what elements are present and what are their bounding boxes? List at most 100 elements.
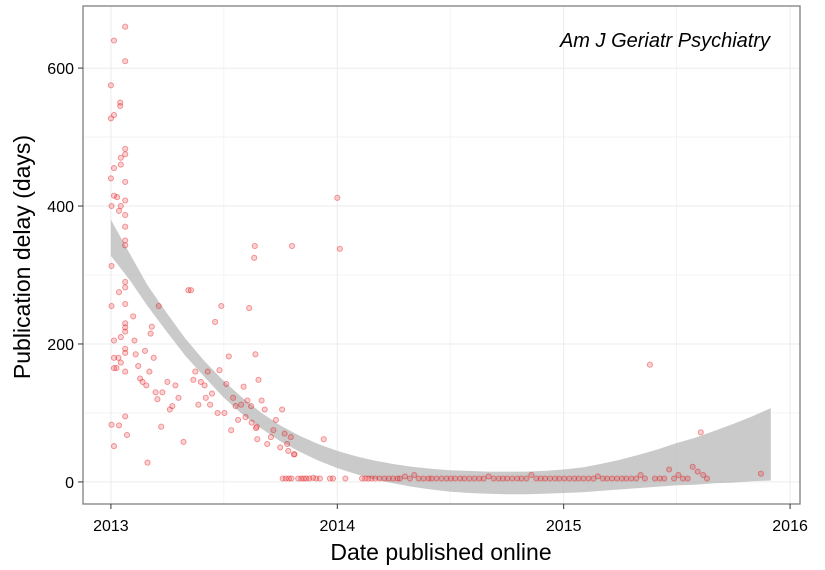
data-point xyxy=(362,475,369,482)
y-tick-labels: 0 200 400 600 xyxy=(47,61,74,492)
data-point xyxy=(313,475,320,482)
data-point xyxy=(117,161,124,168)
data-point xyxy=(166,406,173,413)
data-point xyxy=(122,197,129,204)
data-point xyxy=(110,165,118,172)
data-point xyxy=(571,475,578,482)
data-point xyxy=(143,382,150,389)
data-point xyxy=(147,330,154,337)
data-point xyxy=(381,475,388,482)
data-point xyxy=(385,475,392,482)
data-point xyxy=(637,471,644,479)
data-point xyxy=(267,434,274,441)
data-point xyxy=(225,353,232,360)
data-point xyxy=(110,443,118,450)
data-point xyxy=(258,397,265,404)
data-point xyxy=(244,397,251,404)
data-point xyxy=(438,475,445,482)
x-tick-labels: 2013 2014 2015 2016 xyxy=(93,518,808,535)
data-point xyxy=(131,337,138,344)
data-point xyxy=(117,154,124,161)
data-point xyxy=(108,202,115,210)
trend-band xyxy=(110,219,771,495)
data-point xyxy=(285,475,292,482)
data-point xyxy=(303,475,310,482)
data-point xyxy=(287,434,294,441)
x-tick-label: 2014 xyxy=(320,518,356,535)
data-point xyxy=(108,302,115,310)
data-point xyxy=(248,419,255,426)
data-point xyxy=(154,396,161,403)
data-point xyxy=(252,425,260,432)
data-point xyxy=(306,475,313,482)
data-point xyxy=(295,475,302,482)
data-point xyxy=(242,414,249,421)
data-point xyxy=(666,466,673,473)
data-point xyxy=(288,242,296,250)
data-point xyxy=(533,475,540,482)
data-point xyxy=(110,365,118,372)
data-point xyxy=(661,475,668,482)
data-point xyxy=(689,463,696,470)
data-point xyxy=(376,475,383,482)
data-point xyxy=(221,409,228,417)
data-point xyxy=(291,451,298,458)
data-point xyxy=(466,475,473,482)
data-point xyxy=(122,300,129,308)
data-point xyxy=(207,401,214,408)
data-point xyxy=(651,475,658,482)
data-point xyxy=(190,376,197,383)
data-point xyxy=(537,475,544,482)
y-tick-label: 400 xyxy=(47,199,74,216)
data-point xyxy=(122,151,129,158)
data-point xyxy=(223,380,230,388)
data-point xyxy=(372,475,379,482)
data-point xyxy=(694,468,701,475)
data-point xyxy=(523,475,530,482)
data-points xyxy=(107,23,764,482)
data-point xyxy=(452,475,459,482)
data-point xyxy=(122,320,129,327)
data-point xyxy=(411,471,418,479)
data-point xyxy=(285,447,292,454)
data-point xyxy=(329,475,337,482)
data-point xyxy=(594,473,601,480)
data-point xyxy=(208,390,216,397)
y-tick-label: 600 xyxy=(47,61,74,78)
data-point xyxy=(279,406,286,413)
data-point xyxy=(146,368,153,375)
data-point xyxy=(394,475,401,482)
data-point xyxy=(471,475,478,482)
data-point xyxy=(461,475,468,482)
data-point xyxy=(604,475,611,482)
data-point xyxy=(115,422,123,429)
data-point xyxy=(139,378,146,385)
chart-title: Am J Geriatr Psychiatry xyxy=(559,30,771,52)
data-point xyxy=(551,475,559,482)
data-point xyxy=(107,115,114,122)
data-point xyxy=(580,475,587,482)
data-point xyxy=(261,406,268,413)
data-point xyxy=(216,367,223,374)
y-tick-label: 0 xyxy=(65,475,74,492)
data-point xyxy=(122,349,129,356)
data-point xyxy=(253,423,260,430)
data-point xyxy=(122,178,129,185)
data-point xyxy=(509,475,516,482)
data-point xyxy=(110,111,118,119)
data-point xyxy=(169,403,176,410)
data-point xyxy=(107,175,114,182)
data-point xyxy=(180,438,187,445)
data-point xyxy=(108,262,115,270)
x-tick-label: 2015 xyxy=(546,518,582,535)
data-point xyxy=(679,475,686,482)
data-point xyxy=(187,287,194,294)
data-point xyxy=(613,475,621,482)
data-point xyxy=(108,421,115,428)
data-point xyxy=(457,475,464,482)
data-point xyxy=(447,475,454,482)
data-point xyxy=(122,413,129,420)
data-point xyxy=(117,334,124,341)
data-point xyxy=(406,475,413,482)
data-point xyxy=(288,475,295,482)
